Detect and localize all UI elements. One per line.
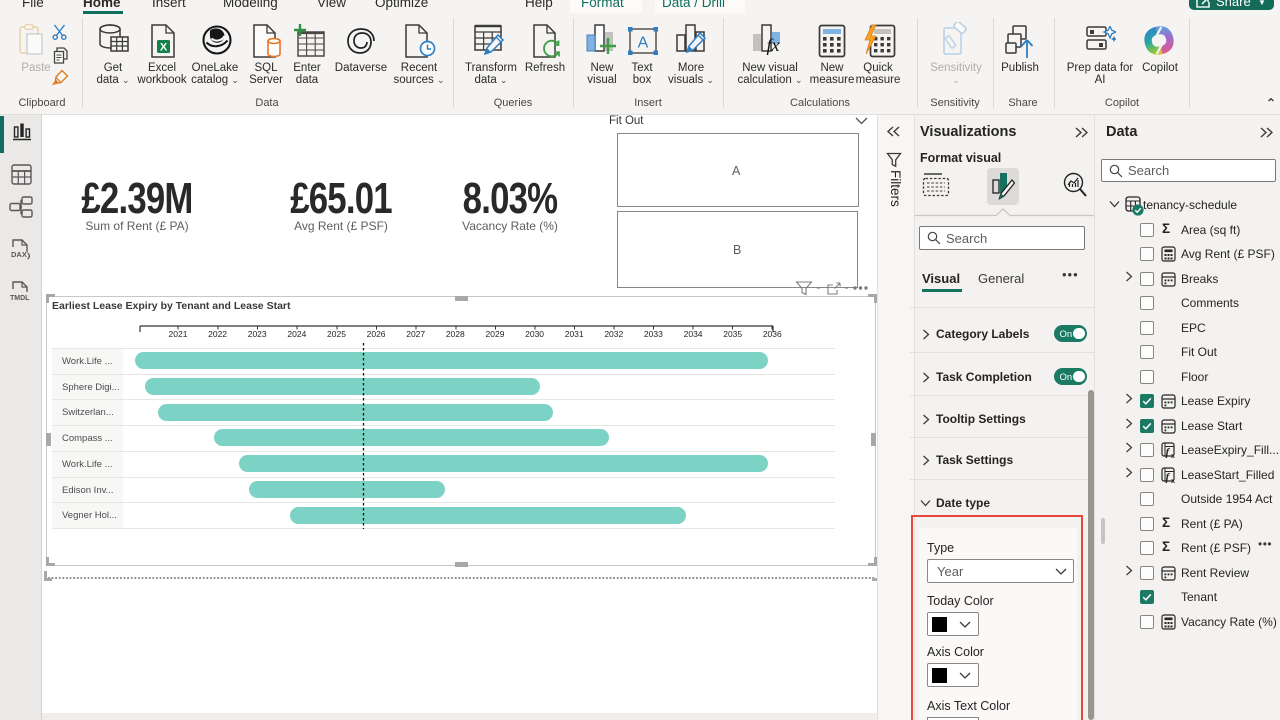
svg-text:A: A — [638, 35, 649, 52]
svg-text:X: X — [160, 42, 168, 54]
svg-text:x: x — [1171, 453, 1175, 459]
svg-text:x: x — [1171, 478, 1175, 484]
svg-text:fx: fx — [767, 35, 780, 55]
svg-text:DAX: DAX — [11, 250, 27, 259]
svg-text:TMDL: TMDL — [10, 295, 30, 302]
svg-text:f: f — [1166, 471, 1171, 483]
svg-text:f: f — [1166, 447, 1171, 459]
